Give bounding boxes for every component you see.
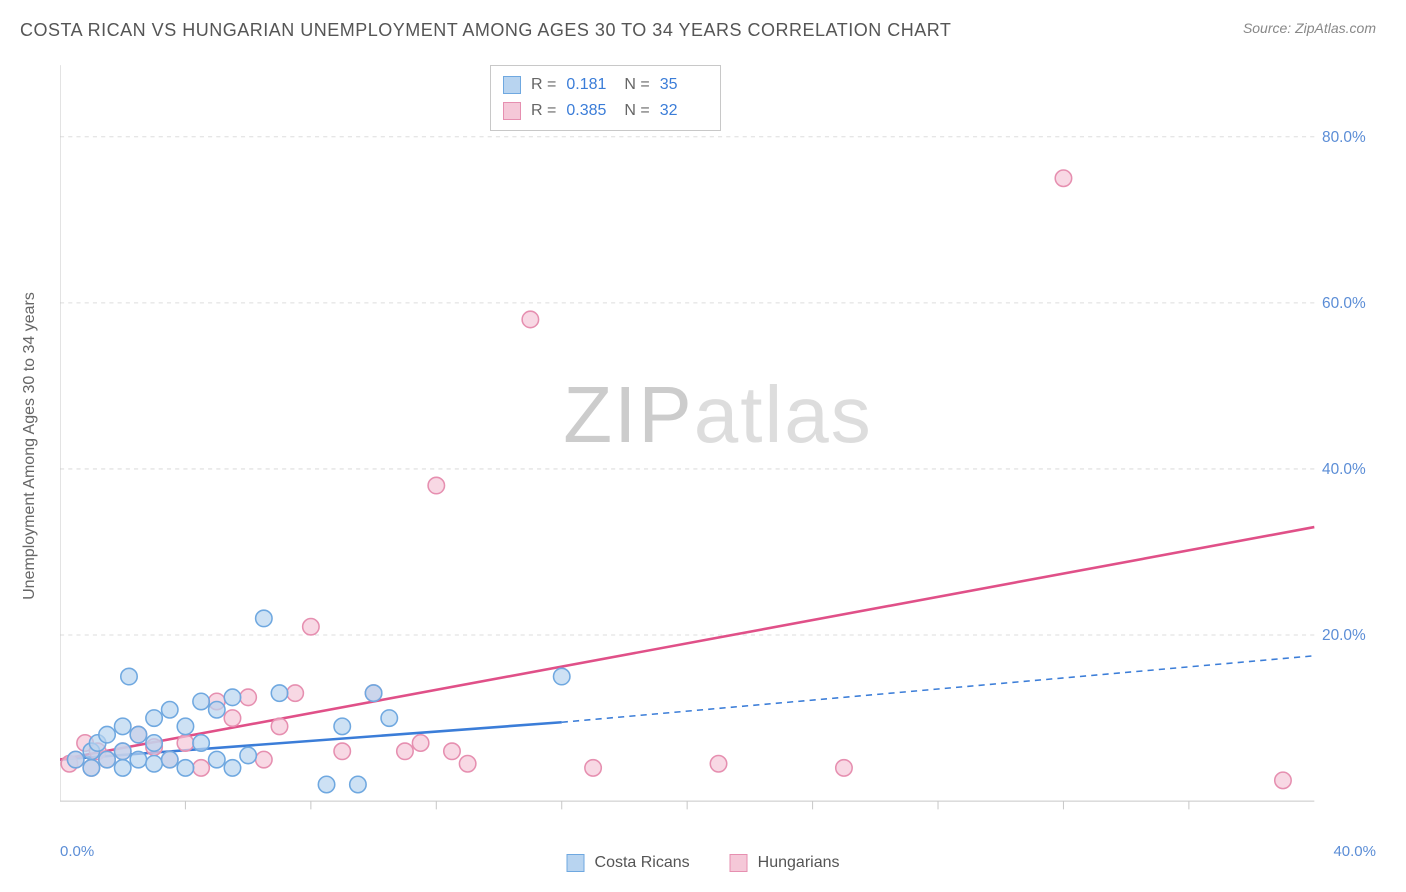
r-label: R = [531, 102, 556, 120]
n-value-hungarian: 32 [660, 102, 708, 120]
source-attribution: Source: ZipAtlas.com [1243, 20, 1376, 36]
stats-legend: R = 0.181 N = 35 R = 0.385 N = 32 [490, 65, 721, 131]
r-value-hungarian: 0.385 [566, 102, 614, 120]
svg-text:80.0%: 80.0% [1322, 129, 1366, 146]
r-label: R = [531, 76, 556, 94]
swatch-costa-rican [503, 76, 521, 94]
swatch-hungarian [503, 102, 521, 120]
source-name: ZipAtlas.com [1295, 20, 1376, 36]
y-axis-label: Unemployment Among Ages 30 to 34 years [21, 292, 39, 600]
stats-row-costa-rican: R = 0.181 N = 35 [503, 72, 708, 98]
r-value-costa-rican: 0.181 [566, 76, 614, 94]
legend-item-hungarian: Hungarians [730, 854, 840, 872]
svg-text:60.0%: 60.0% [1322, 295, 1366, 312]
legend-swatch-costa-rican [567, 854, 585, 872]
svg-text:20.0%: 20.0% [1322, 627, 1366, 644]
n-value-costa-rican: 35 [660, 76, 708, 94]
svg-text:40.0%: 40.0% [1322, 461, 1366, 478]
scatter-plot: 20.0% 40.0% 60.0% 80.0% [60, 60, 1376, 832]
legend-swatch-hungarian [730, 854, 748, 872]
legend-item-costa-rican: Costa Ricans [567, 854, 690, 872]
x-axis-max-label: 40.0% [1333, 843, 1376, 860]
chart-title: COSTA RICAN VS HUNGARIAN UNEMPLOYMENT AM… [20, 20, 951, 41]
chart-area: Unemployment Among Ages 30 to 34 years Z… [60, 60, 1376, 832]
x-axis-origin-label: 0.0% [60, 843, 94, 860]
n-label: N = [624, 76, 649, 94]
source-prefix: Source: [1243, 20, 1295, 36]
legend-label-costa-rican: Costa Ricans [595, 854, 690, 872]
stats-row-hungarian: R = 0.385 N = 32 [503, 98, 708, 124]
legend-label-hungarian: Hungarians [758, 854, 840, 872]
series-legend: Costa Ricans Hungarians [567, 854, 840, 872]
n-label: N = [624, 102, 649, 120]
